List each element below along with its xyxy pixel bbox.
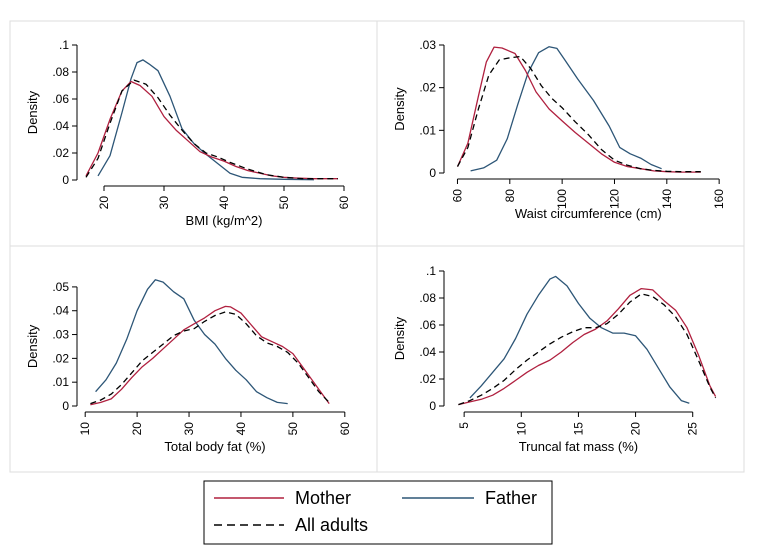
y-tick-label: .06: [52, 92, 69, 106]
y-tick-label: .08: [52, 65, 69, 79]
panel-total-body-fat: 0 .01 .02 .03 .04 .05 10 20 30 40 50 60 Total body f…: [25, 279, 352, 454]
series-line-all-adults: [90, 311, 330, 405]
legend-box: [203, 480, 553, 545]
legend-label-father: Father: [485, 488, 537, 508]
x-axis-title: Total body fat (%): [164, 439, 265, 454]
y-tick-label: .04: [419, 345, 436, 359]
y-tick-label: .1: [59, 38, 69, 52]
legend: Mother Father All adults: [203, 480, 553, 545]
y-axis-title: Density: [392, 316, 407, 360]
x-tick-label: 40: [234, 422, 248, 436]
x-tick-label: 100: [555, 189, 569, 209]
legend-label-all-adults: All adults: [295, 515, 368, 535]
x-axis-title: Truncal fat mass (%): [519, 439, 638, 454]
x-axis-title: Waist circumference (cm): [515, 206, 662, 221]
x-tick-label: 20: [629, 422, 643, 436]
y-tick-label: .02: [52, 146, 69, 160]
y-tick-label: 0: [429, 166, 436, 180]
y-tick-label: .03: [52, 328, 69, 342]
series-line-all-adults: [85, 79, 338, 180]
x-tick-label: 120: [607, 189, 621, 209]
y-tick-label: .01: [419, 123, 436, 137]
y-tick-label: .06: [419, 318, 436, 332]
x-tick-label: 20: [130, 422, 144, 436]
x-tick-label: 10: [78, 422, 92, 436]
y-tick-label: .03: [419, 38, 436, 52]
y-axis-title: Density: [25, 324, 40, 368]
y-axis-title: Density: [392, 87, 407, 131]
y-tick-label: 0: [429, 399, 436, 413]
y-tick-label: .02: [52, 351, 69, 365]
x-tick-label: 10: [514, 422, 528, 436]
panel-bmi: 0 .02 .04 .06 .08 .1 20 30 40 50 60 BMI (kg/m^2) Den…: [25, 38, 351, 228]
series-line-all-adults: [456, 55, 701, 173]
series-line-mother: [458, 287, 717, 406]
y-tick-label: .05: [52, 280, 69, 294]
y-tick-label: .01: [52, 375, 69, 389]
x-tick-label: 50: [277, 196, 291, 210]
x-tick-label: 30: [182, 422, 196, 436]
panel-truncal-fat-mass: 0 .02 .04 .06 .08 .1 5 10 15 20 25 Truncal fat mass…: [392, 264, 717, 454]
x-tick-label: 140: [660, 189, 674, 209]
series-line-all-adults: [458, 293, 717, 406]
x-tick-label: 80: [503, 189, 517, 203]
x-tick-label: 5: [457, 422, 471, 429]
series-line-father: [469, 275, 690, 404]
y-tick-label: .02: [419, 81, 436, 95]
x-tick-label: 30: [157, 196, 171, 210]
y-tick-label: .1: [426, 264, 436, 278]
x-tick-label: 50: [286, 422, 300, 436]
y-axis-title: Density: [25, 90, 40, 134]
y-tick-label: .02: [419, 372, 436, 386]
x-tick-label: 60: [338, 422, 352, 436]
y-tick-label: .04: [52, 304, 69, 318]
x-tick-label: 20: [97, 196, 111, 210]
y-tick-label: .08: [419, 291, 436, 305]
y-tick-label: 0: [62, 399, 69, 413]
series-line-father: [95, 279, 288, 405]
y-tick-label: 0: [62, 173, 69, 187]
x-tick-label: 160: [712, 189, 726, 209]
x-tick-label: 15: [571, 422, 585, 436]
x-tick-label: 60: [337, 196, 351, 210]
legend-label-mother: Mother: [295, 488, 351, 508]
x-axis-title: BMI (kg/m^2): [186, 213, 263, 228]
x-tick-label: 40: [217, 196, 231, 210]
series-line-mother: [90, 305, 330, 406]
series-line-father: [470, 46, 662, 172]
y-tick-label: .04: [52, 119, 69, 133]
x-tick-label: 60: [450, 189, 464, 203]
panel-waist-circumference: 0 .01 .02 .03 60 80 100 120 140 160 Waist circumfe…: [392, 38, 726, 221]
x-tick-label: 25: [686, 422, 700, 436]
